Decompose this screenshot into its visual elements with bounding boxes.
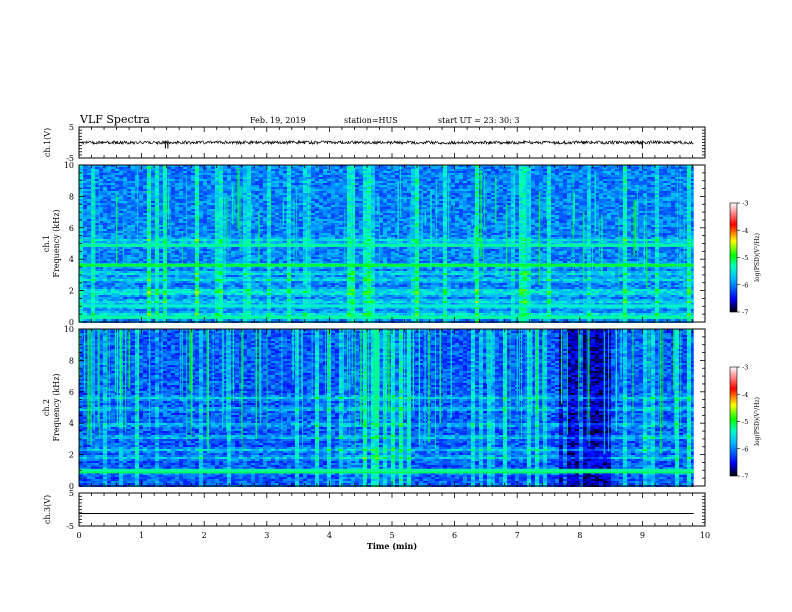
- colorbar-tick-label: -3: [742, 200, 748, 208]
- y-axis-label-line: ch.2: [42, 399, 51, 416]
- y-tick-label: 5: [69, 489, 74, 498]
- y-tick-label: 6: [69, 224, 74, 233]
- colorbar-tick-label: -5: [742, 418, 748, 426]
- y-tick-label: 4: [69, 255, 74, 264]
- y-tick-label: 4: [69, 419, 74, 428]
- colorbar-tick-label: -6: [742, 281, 748, 289]
- y-tick-label: 5: [69, 123, 74, 132]
- y-axis-label: ch.3(V): [43, 495, 52, 524]
- x-tick-label: 3: [264, 531, 269, 540]
- y-axis-label-line: Frequency (kHz): [52, 209, 61, 277]
- emission-band: [79, 304, 694, 307]
- x-tick-label: 6: [452, 531, 457, 540]
- y-axis-label: ch.2Frequency (kHz): [42, 373, 61, 441]
- y-tick-label: 10: [64, 161, 74, 170]
- date-label: Feb. 19, 2019: [250, 116, 306, 125]
- x-tick-label: 5: [389, 531, 394, 540]
- start-time-label: start UT = 23: 30: 3: [438, 116, 519, 125]
- ch1-waveform-panel: 5-5ch.1(V): [43, 123, 705, 163]
- y-axis-label-line: Frequency (kHz): [52, 373, 61, 441]
- y-axis-label-line: ch.1(V): [43, 128, 52, 157]
- ch3-waveform-panel: 5 -50 1 2 3 4 5 6 7 8 9 10 Time (min) ch.3(V): [43, 489, 710, 551]
- colorbar-label: log(PSD)(V²/Hz): [754, 397, 761, 446]
- station-label: station=HUS: [344, 116, 398, 125]
- x-tick-label: 0: [76, 531, 81, 540]
- waveform-trace: [79, 141, 693, 144]
- x-tick-label: 7: [515, 531, 520, 540]
- x-tick-label: 2: [202, 531, 207, 540]
- y-tick-label: 2: [69, 451, 74, 460]
- spectrogram-image: [79, 329, 694, 487]
- x-axis-label: Time (min): [367, 541, 417, 551]
- x-tick-label: 1: [139, 531, 144, 540]
- colorbar-tick-label: -6: [742, 445, 748, 453]
- y-axis-label-line: ch.1: [42, 235, 51, 252]
- colorbar-label: log(PSD)(V²/Hz): [754, 233, 761, 282]
- ch2-colorbar: -3 -4 -5 -6 -7 log(PSD)(V²/Hz): [730, 364, 761, 481]
- colorbar-tick-label: -3: [742, 364, 748, 372]
- y-tick-label: 2: [69, 287, 74, 296]
- y-tick-label: 8: [69, 356, 74, 365]
- colorbar-tick-label: -4: [742, 391, 748, 399]
- x-tick-label: 9: [640, 531, 645, 540]
- y-axis-label: ch.1Frequency (kHz): [42, 209, 61, 277]
- y-axis-label-line: ch.3(V): [43, 495, 52, 524]
- y-tick-label: -5: [66, 522, 74, 531]
- colorbar-scale: [730, 203, 737, 312]
- x-tick-label: 10: [700, 531, 710, 540]
- ch1-colorbar: -3 -4 -5 -6 -7 log(PSD)(V²/Hz): [730, 200, 761, 317]
- vlf-figure: VLF Spectra Feb. 19, 2019 station=HUS st…: [0, 0, 792, 612]
- y-axis-label: ch.1(V): [43, 128, 52, 157]
- y-tick-label: 8: [69, 192, 74, 201]
- colorbar-tick-label: -7: [742, 473, 748, 481]
- y-tick-label: 10: [64, 325, 74, 334]
- emission-band: [79, 316, 694, 319]
- colorbar-scale: [730, 367, 737, 476]
- colorbar-tick-label: -7: [742, 309, 748, 317]
- colorbar-tick-label: -5: [742, 254, 748, 262]
- y-tick-label: 6: [69, 388, 74, 397]
- x-tick-label: 4: [327, 531, 332, 540]
- figure-title: VLF Spectra: [79, 113, 150, 126]
- x-tick-label: 8: [577, 531, 582, 540]
- emission-band: [79, 469, 694, 472]
- colorbar-tick-label: -4: [742, 227, 748, 235]
